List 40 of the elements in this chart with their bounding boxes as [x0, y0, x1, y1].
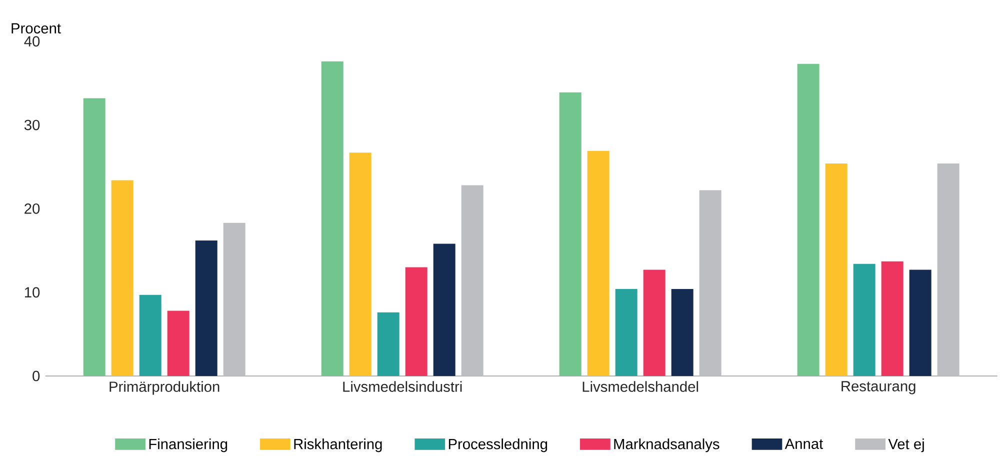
x-tick-label: Livsmedelshandel [582, 381, 698, 392]
y-tick-label: 40 [24, 36, 40, 47]
bar [139, 294, 162, 376]
bar [909, 270, 932, 376]
bar [349, 152, 372, 376]
bar [433, 244, 456, 376]
bar [83, 98, 106, 376]
bar [825, 163, 848, 376]
x-tick-label: Livsmedelsindustri [343, 381, 462, 392]
x-tick-label: Restaurang [842, 381, 916, 394]
bar [587, 150, 610, 376]
bar [195, 240, 218, 376]
y-tick-label: 0 [32, 370, 40, 382]
bar [321, 61, 344, 376]
bar [643, 270, 666, 376]
bar [853, 264, 876, 376]
bar [405, 267, 428, 376]
bar [615, 288, 638, 376]
bar [461, 185, 484, 376]
legend-label: Processledning [448, 438, 548, 452]
bar [377, 312, 400, 376]
bar [223, 222, 246, 376]
legend-label: Finansiering [149, 438, 228, 452]
bar [797, 64, 820, 376]
y-axis-title: Procent [12, 23, 61, 34]
bar [111, 180, 134, 376]
legend-label: Marknadsanalys [614, 438, 720, 452]
bar [671, 288, 694, 376]
y-tick-label: 20 [24, 203, 40, 214]
legend-label: Riskhantering [294, 438, 382, 452]
bar [559, 92, 582, 376]
bar [167, 310, 190, 376]
bar [699, 190, 722, 376]
y-tick-label: 30 [24, 120, 40, 130]
legend-label: Vet ej [888, 438, 924, 452]
bar [881, 261, 904, 376]
bar [937, 163, 960, 376]
legend-label: Annat [784, 438, 824, 449]
y-tick-label: 10 [24, 287, 40, 298]
x-tick-label: Primärproduktion [110, 381, 220, 395]
